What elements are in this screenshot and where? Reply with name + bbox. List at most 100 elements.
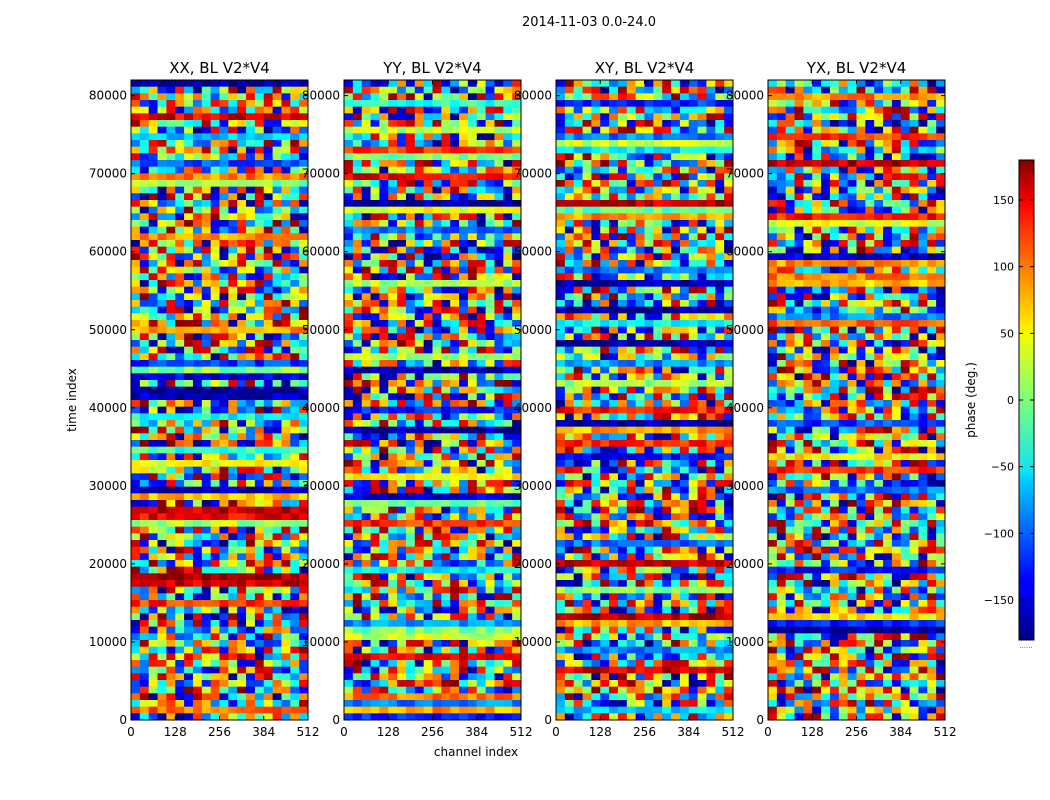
phase-cell <box>388 426 398 434</box>
phase-cell <box>379 526 389 534</box>
phase-cell <box>467 93 478 101</box>
phase-cell <box>192 486 203 494</box>
phase-cell <box>617 153 628 161</box>
phase-cell <box>228 606 238 614</box>
phase-cell <box>263 586 273 594</box>
phase-cell <box>148 400 158 408</box>
phase-cell <box>352 453 363 461</box>
phase-cell <box>201 706 212 714</box>
phase-cell <box>485 633 495 641</box>
phase-cell <box>352 306 363 314</box>
phase-cell <box>635 166 645 174</box>
phase-cell <box>263 146 273 154</box>
phase-cell <box>352 180 363 188</box>
phase-cell <box>485 700 495 708</box>
phase-cell <box>272 380 282 388</box>
phase-cell <box>405 566 416 574</box>
phase-cell <box>671 106 681 114</box>
phase-cell <box>272 686 282 694</box>
phase-cell <box>228 586 238 594</box>
phase-cell <box>582 373 592 381</box>
phase-cell <box>166 206 176 214</box>
phase-cell <box>617 253 628 261</box>
phase-cell <box>423 246 433 254</box>
phase-cell <box>494 400 504 408</box>
phase-cell <box>263 433 273 441</box>
y-tick-label: 50000 <box>89 323 127 337</box>
phase-cell <box>441 693 451 701</box>
phase-cell <box>228 420 238 428</box>
phase-cell <box>679 333 690 341</box>
phase-cell <box>299 713 309 721</box>
phase-cell <box>450 460 460 468</box>
phase-cell <box>405 680 416 688</box>
phase-cell <box>688 420 698 428</box>
phase-cell <box>370 200 380 208</box>
phase-cell <box>344 526 354 534</box>
phase-cell <box>644 280 654 288</box>
phase-cell <box>679 380 690 388</box>
phase-cell <box>414 440 425 448</box>
phase-cell <box>573 246 583 254</box>
phase-cell <box>450 220 460 228</box>
phase-cell <box>573 386 583 394</box>
phase-cell <box>344 260 354 268</box>
phase-cell <box>512 253 522 261</box>
phase-cell <box>192 273 203 281</box>
phase-cell <box>228 213 238 221</box>
phase-cell <box>706 100 716 108</box>
phase-cell <box>671 300 681 308</box>
phase-cell <box>157 320 167 328</box>
phase-cell <box>299 100 309 108</box>
phase-cell <box>582 366 592 374</box>
phase-cell <box>272 313 282 321</box>
phase-cell <box>432 706 442 714</box>
phase-cell <box>344 586 354 594</box>
phase-cell <box>219 573 229 581</box>
phase-cell <box>370 173 380 181</box>
phase-cell <box>591 273 601 281</box>
phase-cell <box>148 646 158 654</box>
phase-cell <box>485 226 495 234</box>
phase-cell <box>405 206 416 214</box>
phase-cell <box>184 706 194 714</box>
phase-cell <box>228 700 238 708</box>
phase-cell <box>290 440 300 448</box>
phase-cell <box>263 286 273 294</box>
phase-cell <box>157 693 167 701</box>
phase-cell <box>626 300 637 308</box>
phase-cell <box>139 173 150 181</box>
phase-cell <box>724 326 734 334</box>
phase-cell <box>166 186 176 194</box>
phase-cell <box>272 213 282 221</box>
phase-cell <box>600 126 610 134</box>
phase-cell <box>688 213 698 221</box>
phase-cell <box>397 126 407 134</box>
phase-cell <box>476 253 486 261</box>
phase-cell <box>485 306 495 314</box>
phase-cell <box>192 260 203 268</box>
phase-cell <box>476 560 486 568</box>
phase-cell <box>228 93 238 101</box>
phase-cell <box>653 273 663 281</box>
phase-cell <box>157 600 167 608</box>
phase-cell <box>237 513 247 521</box>
phase-cell <box>494 446 504 454</box>
phase-cell <box>192 586 203 594</box>
phase-cell <box>405 673 416 681</box>
phase-cell <box>432 386 442 394</box>
phase-cell <box>344 446 354 454</box>
phase-cell <box>688 106 698 114</box>
phase-cell <box>706 353 716 361</box>
phase-cell <box>254 180 265 188</box>
phase-cell <box>459 126 469 134</box>
phase-cell <box>131 373 141 381</box>
phase-cell <box>166 646 176 654</box>
phase-cell <box>237 120 247 128</box>
phase-cell <box>414 306 425 314</box>
phase-cell <box>175 413 185 421</box>
phase-cell <box>246 126 256 134</box>
phase-cell <box>254 166 265 174</box>
phase-cell <box>494 600 504 608</box>
phase-cell <box>459 600 469 608</box>
